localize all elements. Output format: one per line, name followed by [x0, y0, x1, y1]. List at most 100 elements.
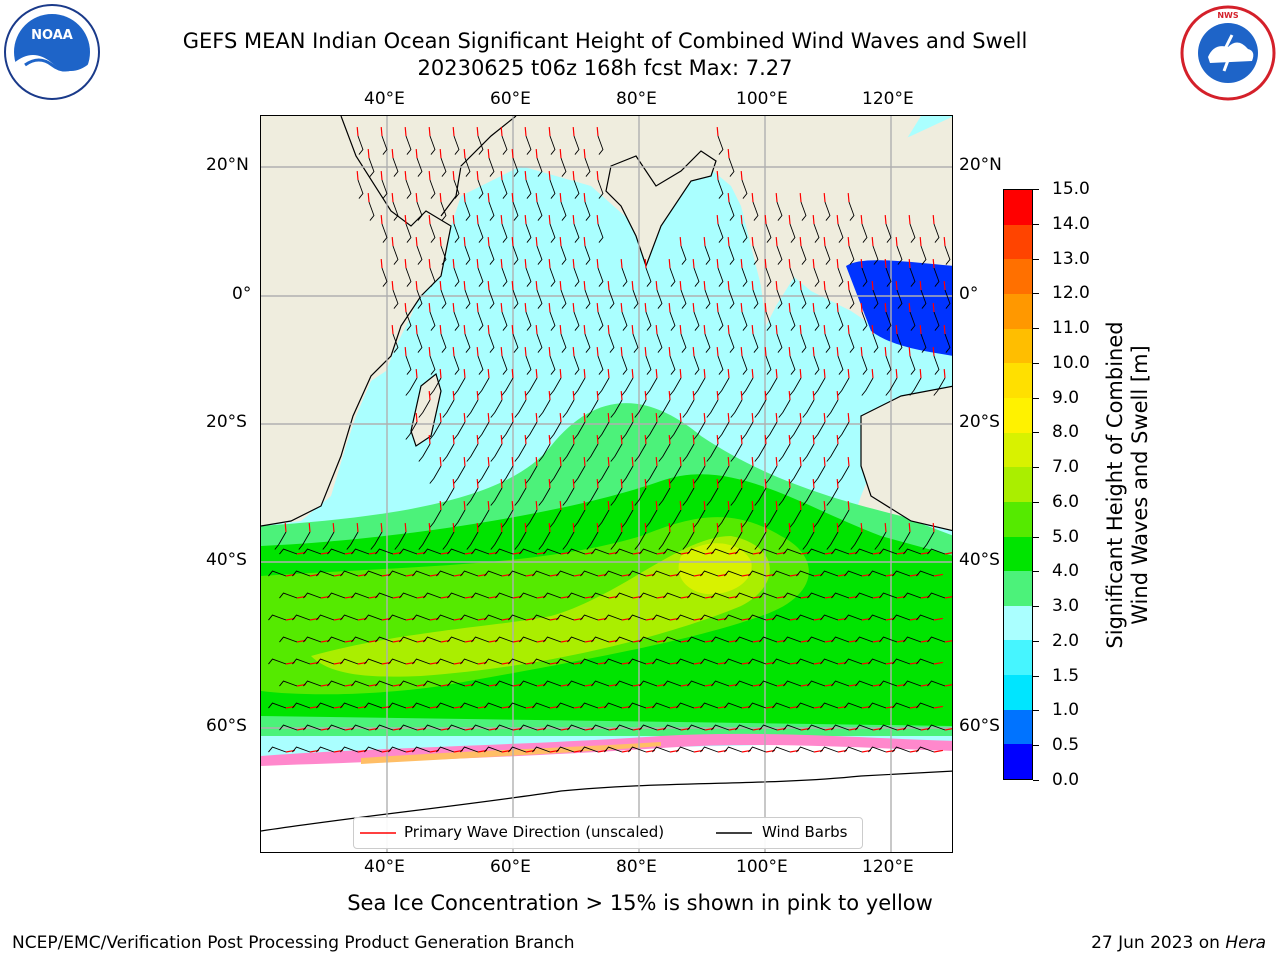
wind-barb — [663, 636, 682, 643]
wind-barb — [831, 724, 850, 731]
wind-barb — [682, 531, 695, 550]
wave-direction-arrow — [703, 280, 706, 291]
wind-barb — [488, 157, 495, 177]
wave-band-6m — [311, 536, 770, 677]
wind-barb — [357, 135, 364, 155]
colorbar-tick-label: 5.0 — [1052, 526, 1080, 547]
wave-direction-arrow — [428, 214, 431, 225]
wind-barb — [447, 636, 466, 643]
wind-barb — [615, 548, 634, 555]
wind-barb — [538, 443, 551, 462]
wind-barb — [652, 746, 671, 753]
wind-barb — [800, 245, 807, 265]
wind-barb — [693, 509, 706, 528]
wind-barb — [580, 570, 599, 577]
wind-barb — [927, 592, 946, 599]
wind-barb — [442, 531, 455, 550]
colorbar-swatch — [1004, 190, 1032, 225]
wave-direction-arrow — [775, 280, 778, 291]
wave-direction-arrow — [596, 522, 599, 533]
wave-direction-arrow — [511, 368, 514, 379]
colorbar-swatch — [1004, 501, 1032, 537]
wind-barb — [597, 377, 610, 396]
wave-direction-arrow — [391, 236, 394, 247]
wind-barb — [501, 179, 508, 199]
wind-barb — [340, 746, 359, 753]
wind-barb — [861, 223, 868, 243]
wind-barb — [471, 592, 490, 599]
wave-direction-arrow — [596, 258, 599, 269]
colorbar-tick-label: 13.0 — [1052, 248, 1090, 269]
wind-barb — [717, 223, 724, 243]
wave-direction-arrow — [548, 258, 551, 269]
wave-direction-arrow — [631, 368, 634, 379]
wind-barb — [820, 702, 839, 709]
wind-barb — [412, 658, 431, 665]
wind-barb — [693, 421, 706, 440]
wave-direction-arrow — [823, 236, 826, 247]
wind-barb — [471, 636, 490, 643]
wave-direction-arrow — [404, 258, 407, 269]
wind-barb — [375, 636, 394, 643]
wind-barb — [608, 289, 615, 309]
wave-direction-arrow — [404, 170, 407, 181]
wind-barb — [442, 443, 455, 462]
wave-direction-arrow — [476, 346, 479, 357]
wind-barb — [741, 509, 754, 528]
wave-direction-arrow — [692, 434, 695, 445]
wind-barb — [704, 289, 711, 309]
wind-barb — [748, 614, 767, 621]
wave-direction-arrow — [439, 456, 442, 467]
wind-barb — [351, 636, 370, 643]
lat-tick-left-1: 20°N — [206, 155, 249, 175]
wind-barb — [796, 570, 815, 577]
wind-barb — [429, 377, 442, 396]
wave-direction-arrow — [572, 302, 575, 313]
wind-barb — [645, 355, 652, 375]
wind-barb — [669, 421, 682, 440]
wave-direction-arrow — [933, 617, 943, 621]
wind-barb — [789, 311, 796, 331]
wind-barb — [453, 179, 460, 199]
wave-direction-arrow — [692, 258, 695, 269]
wave-direction-arrow — [487, 280, 490, 291]
lon-tick-bottom-5: 120°E — [862, 857, 914, 877]
wind-barb — [573, 465, 586, 484]
wave-direction-arrow — [404, 346, 407, 357]
wave-direction-arrow — [895, 280, 898, 291]
wind-barb — [490, 443, 503, 462]
wave-direction-arrow — [847, 324, 850, 335]
wind-barb — [687, 680, 706, 687]
wave-direction-arrow — [583, 368, 586, 379]
wind-barb — [772, 570, 791, 577]
wave-direction-arrow — [596, 126, 599, 137]
colorbar-swatch — [1004, 675, 1032, 710]
wind-barb — [484, 570, 503, 577]
wind-barb — [597, 465, 610, 484]
wind-barb — [896, 245, 903, 265]
lon-tick-bottom-3: 80°E — [616, 857, 657, 877]
wind-barb — [477, 465, 490, 484]
wind-barb — [488, 289, 495, 309]
wind-barb — [429, 135, 436, 155]
wave-direction-arrow — [452, 390, 455, 401]
wave-direction-arrow — [716, 302, 719, 313]
wave-direction-arrow — [775, 324, 778, 335]
wind-barb — [508, 702, 527, 709]
wind-barb — [800, 289, 807, 309]
wind-barb — [405, 135, 412, 155]
wind-barb — [813, 421, 826, 440]
wind-barb — [693, 377, 706, 396]
noaa-logo-text: NOAA — [31, 28, 73, 43]
wave-direction-arrow — [596, 434, 599, 445]
wind-barb — [327, 680, 346, 687]
wave-direction-arrow — [847, 368, 850, 379]
wind-barb — [652, 658, 671, 665]
wind-barb — [429, 509, 442, 528]
wave-direction-arrow — [332, 522, 335, 533]
wind-barb — [477, 179, 484, 199]
wind-barb — [562, 531, 575, 550]
wave-direction-arrow — [620, 522, 623, 533]
wave-direction-arrow — [908, 346, 911, 357]
wave-direction-arrow — [463, 236, 466, 247]
